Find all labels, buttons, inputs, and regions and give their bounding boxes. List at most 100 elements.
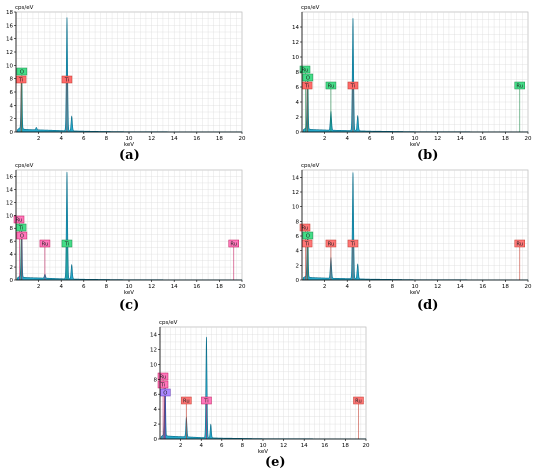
y-tick-label: 2 [296,263,300,269]
x-tick-label: 8 [241,443,245,449]
x-tick-label: 2 [323,284,327,290]
x-tick-label: 16 [193,136,200,142]
x-tick-label: 10 [260,443,267,449]
panel-label-d: (d) [417,298,439,313]
x-tick-label: 14 [457,284,464,290]
element-label-ru: Ru [328,242,335,248]
y-tick-label: 4 [10,252,14,258]
x-tick-label: 4 [59,136,63,142]
y-tick-label: 6 [10,90,14,96]
spectrum-plot-c: Ru Ti O Ru Ti Ru 0 2 4 6 8 10 12 14 16 2 4 6 8 10 12 14 16 18 20… [6,163,246,296]
spectrum-panel-e: Ru Ti O Ru Ti Ru 0 2 4 6 8 10 12 14 2 4 6 8 10 12 14 16 18 20 cp… [140,315,390,475]
x-tick-label: 16 [479,284,486,290]
spectrum-panel-d: Ru O Ti Ru Ti Ru 0 2 4 6 8 10 12 14 2 4 6 8 10 12 14 16 18 20 cp… [282,158,550,320]
x-tick-label: 18 [216,284,223,290]
y-tick-label: 2 [296,115,300,121]
spectrum-panel-b: Ru O Ti Ru Ti Ru 0 2 4 6 8 10 12 14 2 4 6 8 10 12 14 16 18 20 cp… [282,0,550,165]
element-label-o: O [20,234,24,240]
element-label-ti: Ti [64,78,69,84]
spectrum-plot-a: O Ti Ti 0 2 4 6 8 10 12 14 16 18 2 4 6 8 10 12 14 16 18 20 cps/… [6,5,246,148]
y-tick-label: 12 [292,40,299,46]
x-tick-label: 2 [323,136,327,142]
y-tick-label: 14 [6,187,13,193]
y-axis-title: cps/eV [15,5,34,11]
x-tick-label: 20 [525,136,532,142]
element-label-box [347,239,359,248]
element-label-box [16,231,28,240]
x-tick-label: 12 [434,284,441,290]
element-label-box [302,231,314,240]
x-tick-label: 10 [126,136,133,142]
element-label-box [347,81,359,90]
x-axis-title: keV [410,290,420,296]
x-tick-label: 8 [105,284,109,290]
x-tick-label: 4 [59,284,63,290]
y-tick-label: 14 [292,175,299,181]
y-tick-label: 0 [10,278,14,284]
x-tick-label: 16 [321,443,328,449]
element-label-ru: Ru [230,242,237,248]
element-label-box [61,239,73,248]
y-axis-title: cps/eV [159,320,178,326]
y-axis-title: cps/eV [15,163,34,169]
x-tick-label: 10 [126,284,133,290]
x-tick-label: 8 [391,136,395,142]
x-tick-label: 20 [239,284,246,290]
element-label-ru: Ru [328,84,335,90]
element-label-o: O [163,391,167,397]
element-label-ru: Ru [42,242,49,248]
element-label-ti: Ti [304,84,309,90]
element-label-ti: Ti [18,226,23,232]
element-label-o: O [306,234,310,240]
y-tick-label: 0 [10,130,14,136]
y-tick-label: 6 [154,392,158,398]
element-label-box [13,215,25,224]
element-label-box [353,396,364,405]
element-label-ti: Ti [160,383,165,389]
x-tick-label: 2 [179,443,183,449]
x-tick-label: 10 [412,136,419,142]
element-label-box [157,372,169,381]
y-tick-label: 10 [6,213,13,219]
element-label-o: O [306,76,310,82]
x-tick-label: 14 [457,136,464,142]
element-label-ti: Ti [64,242,69,248]
y-tick-label: 4 [296,100,300,106]
element-label-box [181,396,192,405]
y-tick-label: 2 [10,117,14,123]
x-tick-label: 6 [82,284,86,290]
y-axis-title: cps/eV [301,163,320,169]
element-label-box [16,67,28,76]
x-tick-label: 12 [148,284,155,290]
element-label-box [201,396,212,405]
element-label-ru: Ru [355,399,362,405]
element-label-ru: Ru [516,84,523,90]
element-label-box [157,380,169,389]
y-tick-label: 4 [10,103,14,109]
element-label-ru: Ru [160,375,167,381]
x-tick-label: 2 [37,284,41,290]
element-label-ru: Ru [16,218,23,224]
y-tick-label: 16 [6,23,13,29]
x-tick-label: 12 [148,136,155,142]
y-tick-label: 18 [6,10,13,16]
element-label-box [325,239,337,248]
spectrum-panel-a: O Ti Ti 0 2 4 6 8 10 12 14 16 18 2 4 6 8 10 12 14 16 18 20 cps/… [0,0,275,165]
x-tick-label: 14 [171,136,178,142]
y-tick-label: 6 [296,234,300,240]
element-label-ru: Ru [183,399,190,405]
y-tick-label: 12 [6,50,13,56]
y-tick-label: 10 [6,63,13,69]
x-tick-label: 6 [368,136,372,142]
x-tick-label: 6 [82,136,86,142]
element-label-ti: Ti [350,84,355,90]
y-tick-label: 12 [150,347,157,353]
y-tick-label: 12 [6,200,13,206]
y-tick-label: 8 [296,219,300,225]
y-tick-label: 8 [154,377,158,383]
y-tick-label: 4 [296,249,300,255]
y-tick-label: 14 [150,332,157,338]
x-tick-label: 4 [345,136,349,142]
y-tick-label: 2 [154,422,158,428]
x-tick-label: 16 [479,136,486,142]
